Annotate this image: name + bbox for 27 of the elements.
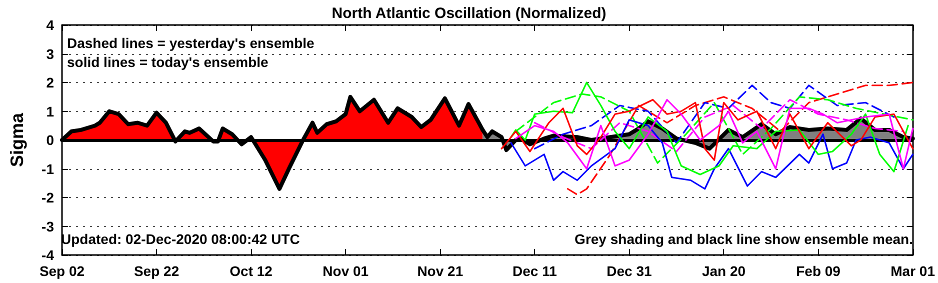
x-tick-label: Oct 12 — [230, 263, 273, 279]
y-axis-title: Sigma — [7, 112, 27, 168]
x-tick-label: Nov 21 — [417, 263, 464, 279]
line-series — [534, 84, 895, 150]
y-tick-label: 4 — [46, 17, 54, 33]
x-tick-label: Jan 20 — [702, 263, 746, 279]
annotation: solid lines = today's ensemble — [67, 54, 269, 70]
y-tick-label: 1 — [46, 103, 54, 120]
y-tick-label: -1 — [42, 160, 54, 177]
x-tick-label: Sep 22 — [134, 263, 180, 279]
annotation: Grey shading and black line show ensemble mean. — [574, 231, 914, 247]
x-tick-label: Dec 31 — [606, 263, 652, 279]
y-tick-label: -3 — [42, 218, 54, 234]
x-tick-label: Nov 01 — [322, 263, 369, 279]
x-tick-label: Sep 02 — [39, 263, 85, 279]
line-series — [510, 119, 914, 190]
annotation: Updated: 02-Dec-2020 08:00:42 UTC — [61, 231, 300, 247]
y-tick-label: 3 — [46, 46, 54, 62]
x-tick-label: Dec 11 — [512, 263, 558, 279]
y-tick-label: 2 — [46, 74, 54, 90]
y-tick-label: 0 — [46, 132, 54, 148]
x-tick-label: Feb 09 — [796, 263, 841, 279]
y-tick-label: -4 — [42, 247, 54, 263]
annotation: Dashed lines = yesterday's ensemble — [67, 35, 315, 51]
x-tick-label: Mar 01 — [890, 263, 936, 279]
chart-title: North Atlantic Oscillation (Normalized) — [332, 5, 606, 22]
y-tick-label: -2 — [42, 190, 54, 206]
